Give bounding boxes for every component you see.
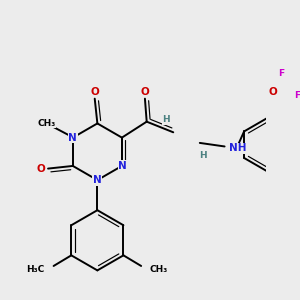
Text: H: H [200,151,207,160]
Text: H₃C: H₃C [26,265,45,274]
Text: CH₃: CH₃ [150,265,168,274]
Text: F: F [294,91,300,100]
Text: N: N [93,175,102,185]
Text: N: N [118,161,127,171]
Text: F: F [278,69,284,78]
Text: O: O [140,87,149,97]
Text: F: F [299,76,300,85]
Text: CH₃: CH₃ [37,119,56,128]
Text: O: O [268,87,277,97]
Text: O: O [90,87,99,97]
Text: H: H [162,116,170,124]
Text: O: O [37,164,45,174]
Text: NH: NH [229,143,247,153]
Text: N: N [68,133,77,142]
